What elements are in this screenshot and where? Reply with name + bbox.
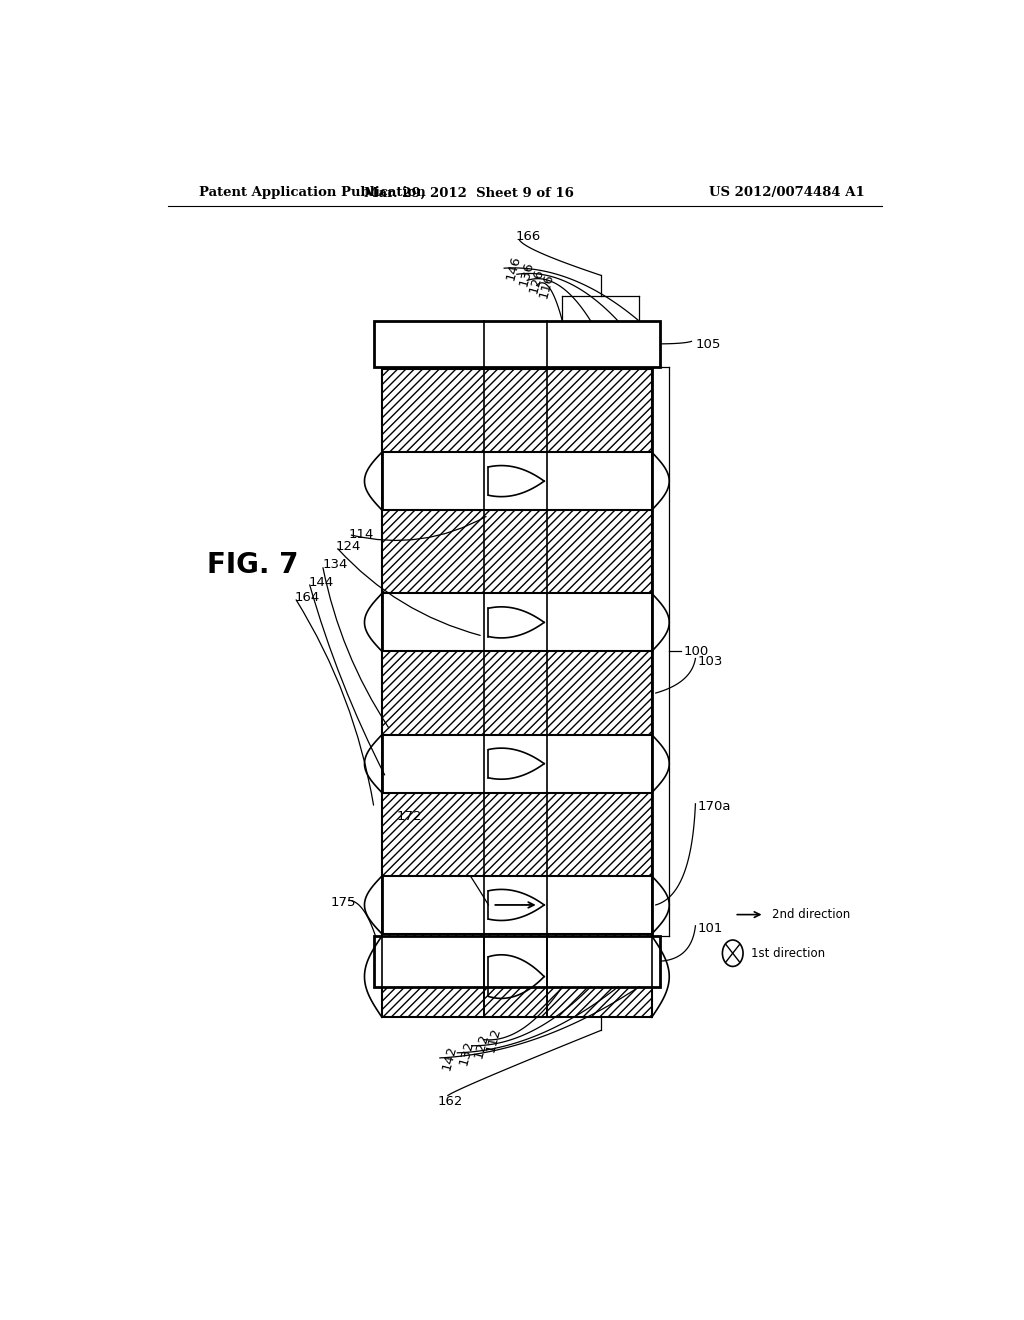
- Text: 114: 114: [348, 528, 374, 541]
- Text: 105: 105: [695, 338, 721, 351]
- Bar: [382, 792, 652, 876]
- Bar: [382, 510, 652, 594]
- Text: 116: 116: [537, 272, 556, 300]
- Text: 144: 144: [309, 576, 334, 589]
- Text: 112: 112: [483, 1026, 503, 1053]
- Bar: [382, 935, 652, 1018]
- Text: 142: 142: [440, 1044, 459, 1072]
- Text: 124: 124: [336, 540, 361, 553]
- Text: Patent Application Publication: Patent Application Publication: [200, 186, 426, 199]
- Text: 126: 126: [527, 267, 547, 294]
- Bar: [374, 936, 659, 987]
- Text: US 2012/0074484 A1: US 2012/0074484 A1: [709, 186, 864, 199]
- Text: 100: 100: [684, 645, 709, 657]
- Bar: [374, 321, 659, 367]
- Bar: [382, 368, 652, 453]
- Text: 134: 134: [323, 558, 348, 572]
- Text: 2nd direction: 2nd direction: [772, 908, 851, 921]
- Text: 164: 164: [295, 591, 319, 605]
- Text: 162: 162: [437, 1096, 463, 1107]
- Text: 172: 172: [396, 809, 422, 822]
- Text: FIG. 7: FIG. 7: [207, 550, 299, 579]
- Text: 166: 166: [515, 230, 541, 243]
- Text: 1st direction: 1st direction: [751, 946, 825, 960]
- Text: 146: 146: [504, 255, 523, 282]
- Text: 175: 175: [331, 896, 356, 909]
- Text: 103: 103: [697, 655, 723, 668]
- Bar: [382, 651, 652, 735]
- Text: Mar. 29, 2012  Sheet 9 of 16: Mar. 29, 2012 Sheet 9 of 16: [365, 186, 574, 199]
- Text: 122: 122: [472, 1032, 490, 1060]
- Text: 132: 132: [458, 1039, 476, 1067]
- Text: 101: 101: [697, 923, 723, 936]
- Text: 170a: 170a: [697, 800, 731, 813]
- Text: 136: 136: [517, 260, 536, 288]
